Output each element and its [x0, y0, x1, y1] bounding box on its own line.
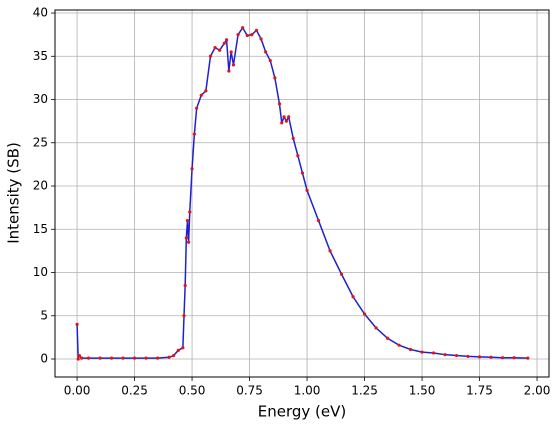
data-point	[287, 115, 291, 119]
y-tick-label: 15	[33, 222, 48, 236]
y-tick-label: 0	[40, 352, 48, 366]
data-point	[250, 33, 254, 37]
data-point	[231, 63, 236, 67]
data-point	[109, 356, 114, 360]
data-point	[195, 106, 199, 110]
plot-frame	[54, 9, 550, 378]
data-point	[254, 28, 259, 32]
data-point	[172, 353, 176, 358]
data-point	[80, 356, 84, 360]
data-point	[183, 283, 187, 288]
data-point	[273, 76, 277, 80]
data-point	[339, 272, 344, 276]
data-point	[328, 249, 332, 253]
data-point	[229, 50, 233, 54]
data-point	[184, 236, 188, 240]
data-point	[277, 102, 282, 106]
data-point	[296, 154, 300, 158]
data-point	[167, 355, 171, 359]
x-tick-label: 0.00	[64, 384, 91, 398]
data-point	[227, 69, 231, 73]
data-point	[176, 348, 180, 352]
data-point	[284, 119, 288, 123]
data-point	[280, 121, 284, 125]
data-point	[259, 37, 263, 41]
data-point	[208, 54, 213, 58]
x-tick-label: 1.75	[466, 384, 493, 398]
x-tick-label: 2.00	[524, 384, 551, 398]
x-tick-label: 0.75	[236, 384, 263, 398]
data-point	[155, 356, 160, 360]
x-axis-label: Energy (eV)	[258, 403, 346, 421]
data-point	[466, 354, 470, 359]
data-point	[77, 353, 81, 358]
data-line	[76, 26, 528, 360]
data-point	[185, 219, 190, 223]
data-point	[362, 312, 367, 316]
data-point	[199, 93, 203, 97]
data-point	[305, 188, 309, 192]
data-point	[213, 46, 217, 50]
data-point	[351, 295, 355, 299]
y-tick-label: 35	[33, 49, 48, 63]
data-point	[268, 58, 272, 63]
data-point	[224, 38, 229, 42]
data-point	[188, 210, 192, 214]
data-point	[182, 314, 186, 318]
y-tick-label: 40	[33, 6, 48, 20]
data-point	[385, 336, 390, 340]
data-point	[76, 357, 80, 361]
data-point	[86, 356, 91, 360]
data-point	[121, 356, 125, 360]
x-tick-label: 0.25	[121, 384, 148, 398]
data-point	[264, 50, 268, 54]
data-point	[512, 356, 516, 360]
data-point	[98, 356, 102, 360]
data-point	[397, 343, 401, 347]
data-point	[75, 322, 79, 327]
data-point	[192, 132, 196, 136]
y-tick-label: 20	[33, 179, 48, 193]
x-tick-label: 0.50	[179, 384, 206, 398]
data-point	[500, 356, 505, 360]
data-point	[181, 346, 185, 350]
data-point	[420, 350, 424, 354]
data-point	[204, 89, 208, 93]
data-point	[190, 167, 194, 171]
data-point	[489, 355, 493, 359]
data-point	[222, 41, 226, 45]
data-point	[443, 353, 447, 357]
data-point	[132, 356, 137, 360]
data-point	[408, 347, 413, 352]
data-point	[236, 33, 240, 37]
data-point	[187, 240, 191, 244]
data-point	[282, 115, 286, 119]
y-axis-label: Intensity (SB)	[5, 142, 23, 244]
y-tick-label: 10	[33, 265, 48, 279]
data-point	[526, 356, 530, 360]
x-tick-label: 1.50	[409, 384, 436, 398]
data-point	[218, 48, 222, 52]
data-point	[477, 355, 482, 359]
data-point	[431, 351, 436, 355]
data-point	[291, 136, 295, 141]
y-tick-label: 25	[33, 135, 48, 149]
data-point	[241, 26, 245, 30]
x-tick-label: 1.00	[294, 384, 321, 398]
data-point	[245, 33, 249, 38]
y-tick-label: 30	[33, 92, 48, 106]
data-point	[454, 353, 459, 358]
data-point	[374, 326, 378, 330]
data-point	[300, 171, 305, 175]
data-point	[144, 356, 148, 360]
y-tick-label: 5	[40, 308, 48, 322]
data-point	[316, 219, 321, 223]
x-tick-label: 1.25	[351, 384, 378, 398]
